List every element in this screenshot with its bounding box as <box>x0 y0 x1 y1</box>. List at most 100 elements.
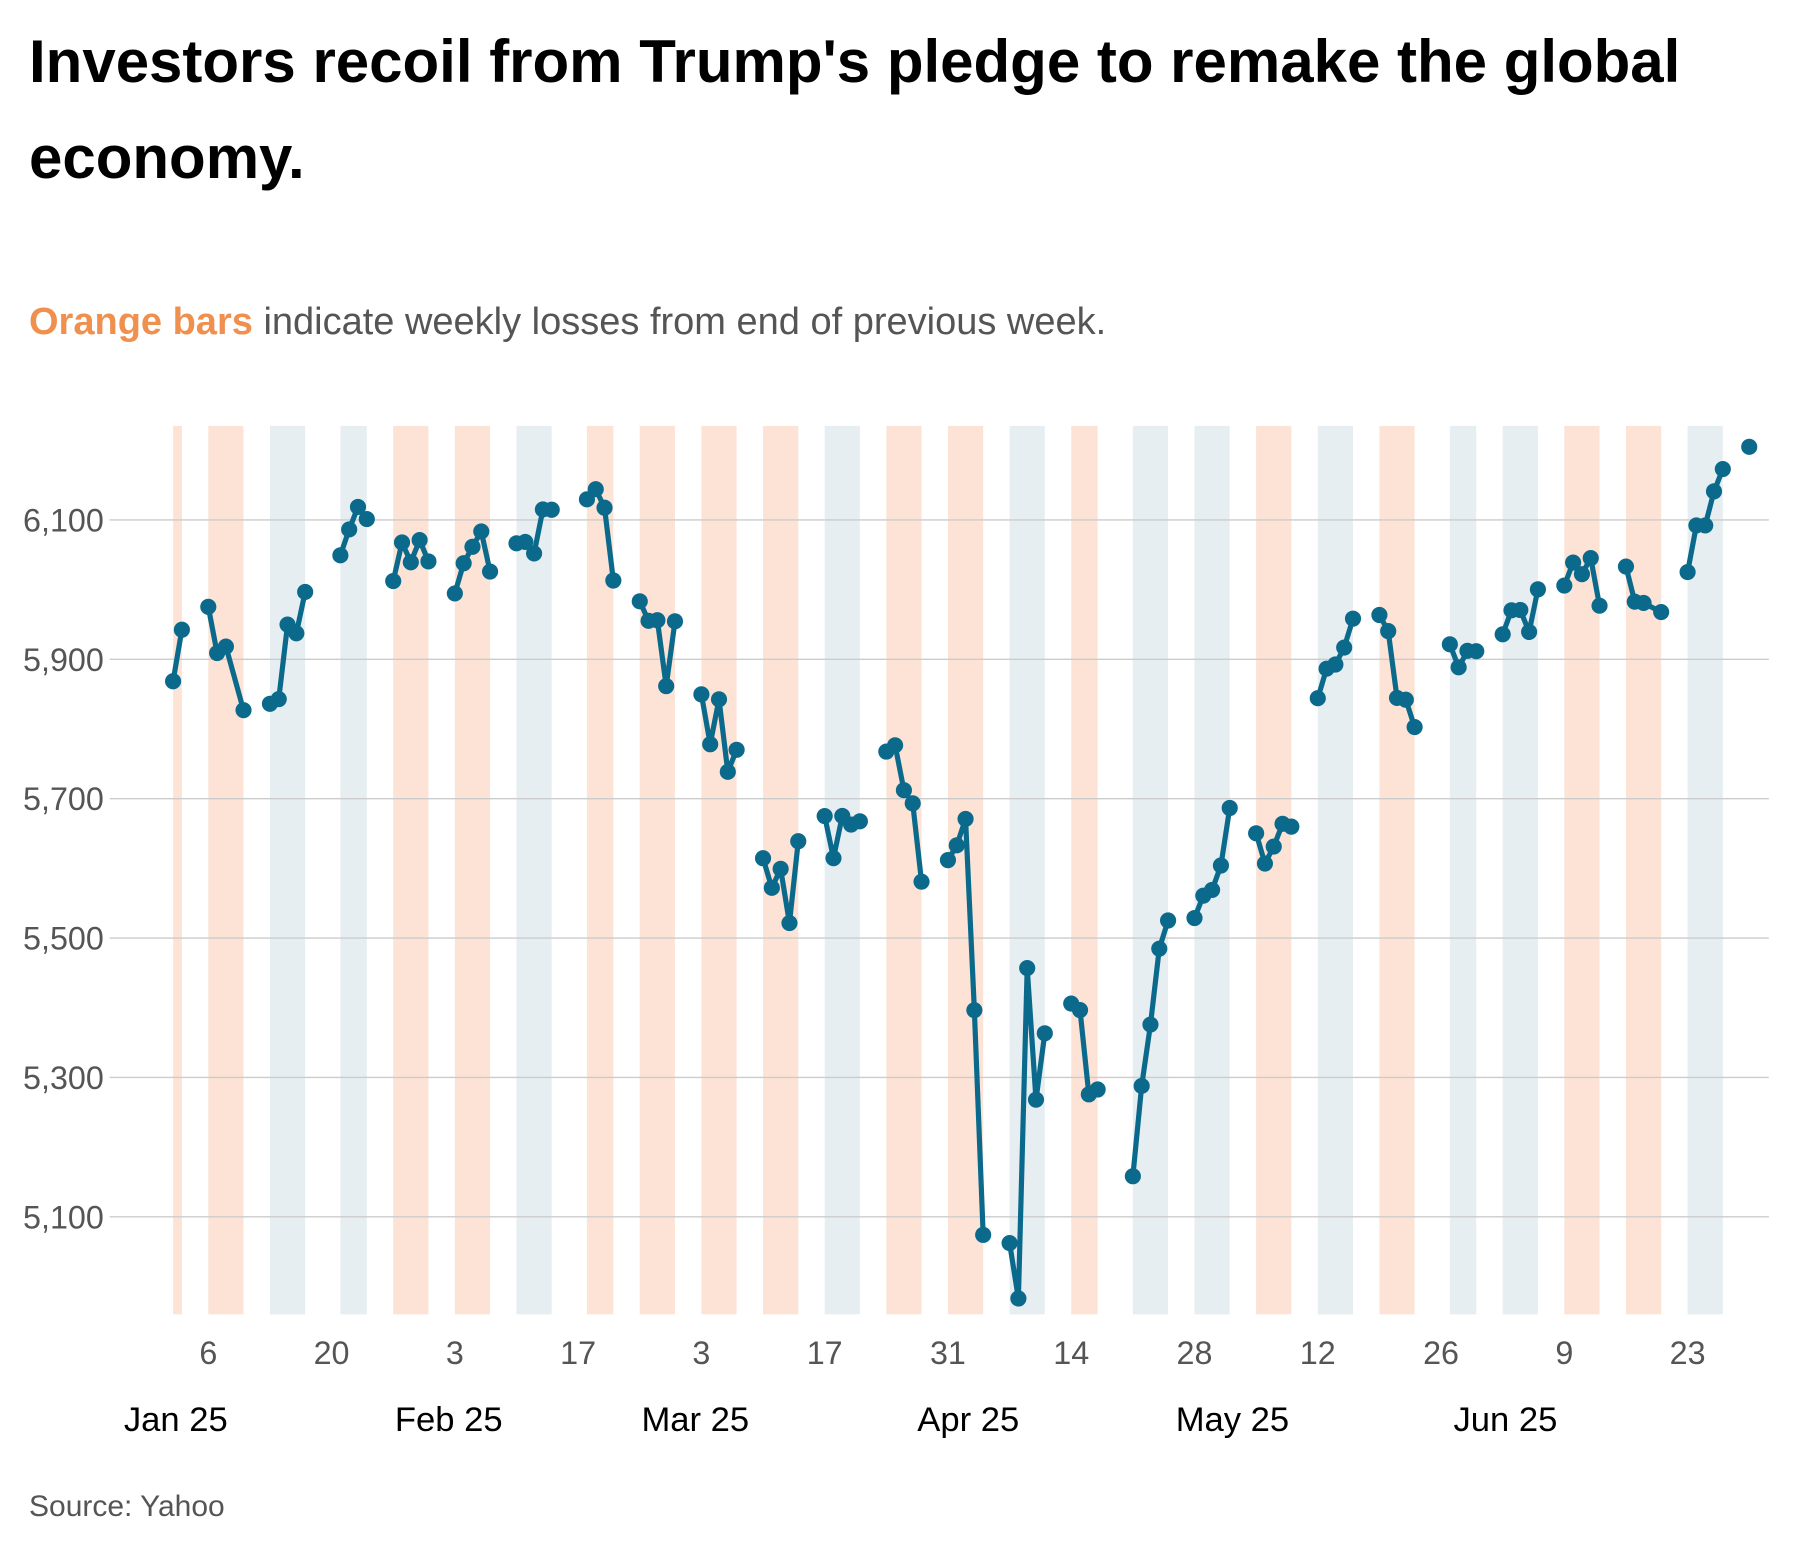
price-point <box>1256 855 1274 872</box>
price-point <box>781 914 798 932</box>
week-band <box>1317 425 1353 1315</box>
price-point <box>288 625 305 642</box>
bands <box>173 425 1723 1315</box>
price-point <box>1283 818 1300 835</box>
price-point <box>754 850 772 867</box>
week-band <box>886 425 922 1315</box>
price-point <box>235 702 252 719</box>
price-point <box>710 691 728 708</box>
price-point <box>966 1002 983 1019</box>
price-point <box>904 795 921 812</box>
price-point <box>1186 909 1203 927</box>
price-point <box>1133 1077 1150 1095</box>
week-band <box>639 425 675 1315</box>
price-point <box>385 573 402 590</box>
week-band <box>1687 425 1723 1315</box>
x-tick-label: 3 <box>692 1335 710 1371</box>
x-tick-label: 9 <box>1555 1335 1573 1371</box>
price-point <box>1573 566 1591 583</box>
price-point <box>1265 838 1282 855</box>
price-point <box>402 554 419 571</box>
week-band <box>701 425 737 1315</box>
month-label: May 25 <box>1176 1401 1290 1439</box>
price-point <box>1371 606 1388 624</box>
week-band <box>1625 425 1662 1315</box>
price-point <box>939 852 957 869</box>
price-point <box>1714 460 1731 478</box>
price-point <box>1565 554 1582 571</box>
price-point <box>1617 558 1635 575</box>
price-point <box>719 763 736 780</box>
price-point <box>1591 597 1608 614</box>
price-point <box>1019 960 1036 977</box>
price-point <box>1212 857 1229 874</box>
price-point <box>666 613 684 630</box>
week-band <box>1009 425 1045 1315</box>
y-tick-label: 6,100 <box>23 502 104 538</box>
price-point <box>913 873 930 890</box>
price-point <box>587 481 604 498</box>
price-point <box>543 501 560 518</box>
week-band <box>269 425 306 1315</box>
week-band <box>1379 425 1415 1315</box>
price-point <box>1327 656 1344 673</box>
price-point <box>217 638 234 655</box>
price-point <box>816 807 833 825</box>
price-point <box>851 813 868 830</box>
price-point <box>1309 690 1326 707</box>
price-point <box>200 598 217 615</box>
price-point <box>446 585 463 602</box>
price-point <box>1204 881 1221 899</box>
price-point <box>825 850 842 867</box>
price-point <box>1697 517 1714 534</box>
x-tick-label: 28 <box>1177 1335 1213 1371</box>
price-point <box>605 572 622 589</box>
price-point <box>455 555 472 572</box>
week-band <box>208 425 244 1315</box>
price-point <box>173 621 190 638</box>
price-point <box>631 593 648 610</box>
subtitle-text: indicate weekly losses from end of previ… <box>263 301 1107 343</box>
week-band <box>173 425 182 1315</box>
price-point <box>975 1226 992 1243</box>
price-point <box>763 879 780 896</box>
price-point <box>1653 603 1670 621</box>
week-band <box>393 425 429 1315</box>
price-point <box>411 531 428 549</box>
x-tick-label: 17 <box>560 1335 596 1371</box>
price-point <box>473 523 490 540</box>
y-tick-label: 5,500 <box>23 921 104 957</box>
price-point <box>349 498 367 515</box>
x-tick-label: 12 <box>1300 1335 1336 1371</box>
week-band <box>516 425 552 1315</box>
month-label: Jan 25 <box>124 1401 228 1439</box>
price-point <box>772 860 789 877</box>
x-tick-label: 23 <box>1670 1335 1706 1371</box>
price-point <box>1089 1081 1106 1098</box>
price-point <box>1512 601 1529 619</box>
price-point <box>1635 594 1652 612</box>
price-point <box>887 737 904 754</box>
month-label: Jun 25 <box>1453 1401 1557 1439</box>
price-point <box>1441 636 1458 653</box>
subtitle-highlight: Orange bars <box>29 301 253 343</box>
price-point <box>297 583 314 601</box>
week-band <box>340 425 367 1315</box>
price-point <box>526 545 543 562</box>
month-label: Mar 25 <box>641 1401 749 1439</box>
x-tick-label: 6 <box>199 1335 217 1371</box>
price-point <box>1124 1168 1141 1185</box>
price-point <box>790 833 807 850</box>
price-point <box>1151 940 1168 957</box>
price-point <box>1336 639 1353 656</box>
price-point <box>517 533 534 550</box>
price-point <box>1071 1002 1089 1019</box>
subtitle: Orange bars indicate weekly losses from … <box>29 302 1106 342</box>
price-point <box>1027 1091 1045 1108</box>
x-tick-label: 31 <box>930 1335 966 1371</box>
price-point <box>693 686 710 703</box>
price-point <box>728 741 745 758</box>
price-point <box>464 538 481 555</box>
